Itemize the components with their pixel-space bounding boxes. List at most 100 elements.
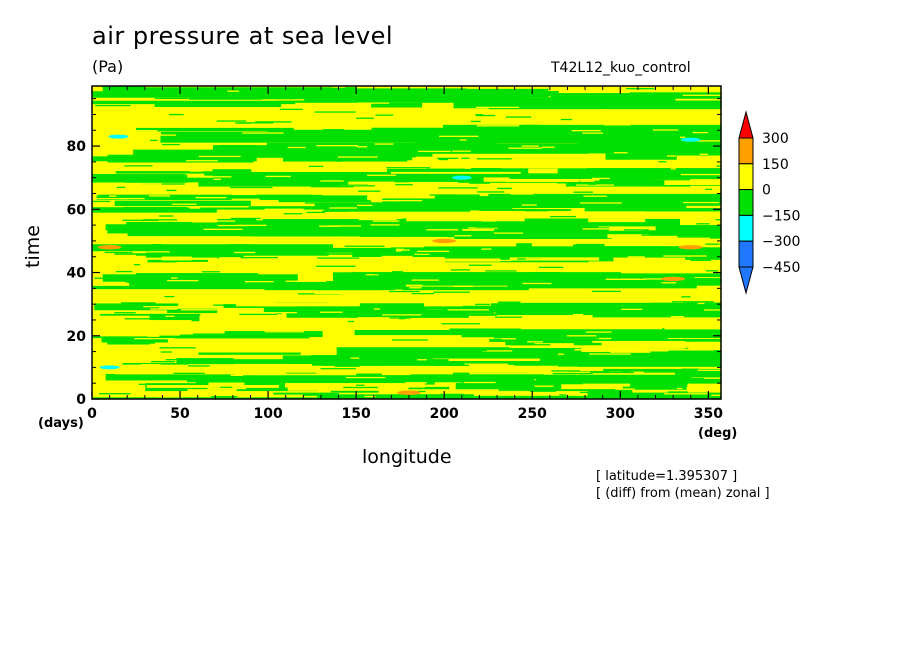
field-streak — [159, 347, 196, 349]
field-streak — [429, 194, 456, 196]
field-streak — [104, 251, 133, 254]
field-streak — [593, 188, 625, 190]
field-streak — [264, 208, 304, 210]
y-tick-label: 40 — [67, 266, 87, 282]
field-streak — [367, 174, 396, 176]
field-streak — [603, 124, 631, 126]
field-streak — [551, 370, 581, 372]
field-streak — [674, 152, 687, 154]
field-streak — [405, 382, 428, 384]
field-streak — [337, 298, 356, 300]
field-streak — [485, 146, 492, 148]
field-streak — [676, 387, 683, 390]
field-streak — [374, 143, 394, 145]
field-streak — [681, 368, 700, 370]
field-streak — [124, 165, 153, 167]
field-cell-positive — [479, 211, 646, 216]
field-streak — [364, 395, 376, 398]
field-cell-positive — [528, 168, 558, 174]
field-streak — [219, 386, 233, 389]
field-streak — [350, 357, 360, 359]
field-streak — [603, 105, 639, 107]
field-cell-positive — [193, 299, 262, 304]
field-streak — [690, 176, 698, 178]
field-streak — [426, 168, 465, 170]
field-cell-negative — [145, 252, 244, 259]
field-cell-negative — [495, 311, 721, 316]
field-cell-negative — [188, 95, 351, 100]
y-tick-label: 20 — [67, 329, 87, 345]
field-streak — [438, 158, 449, 161]
field-cell-positive — [273, 114, 359, 119]
field-streak — [92, 200, 111, 203]
field-cell-high — [432, 238, 457, 244]
field-cell-negative — [594, 135, 721, 142]
field-streak — [349, 248, 358, 251]
field-streak — [426, 229, 459, 231]
field-streak — [591, 290, 621, 293]
field-streak — [188, 365, 210, 367]
field-streak — [571, 130, 601, 132]
field-cell-negative — [605, 152, 677, 160]
field-cell-positive — [392, 295, 563, 299]
field-streak — [505, 374, 513, 377]
field-streak — [658, 161, 667, 163]
field-cell-positive — [264, 163, 403, 169]
field-streak — [352, 335, 388, 337]
chart-title: air pressure at sea level — [92, 22, 394, 50]
field-streak — [538, 266, 564, 269]
field-streak — [573, 191, 593, 193]
field-streak — [528, 222, 538, 225]
field-streak — [560, 118, 573, 121]
field-streak — [468, 264, 492, 266]
field-streak — [270, 119, 290, 121]
field-cell-positive — [405, 324, 506, 326]
field-streak — [557, 234, 584, 236]
field-streak — [527, 341, 543, 343]
field-streak — [623, 229, 649, 231]
field-cell-positive — [216, 209, 325, 215]
field-streak — [491, 330, 521, 332]
field-streak — [461, 306, 472, 308]
field-streak — [156, 332, 177, 335]
field-streak — [628, 133, 643, 135]
field-streak — [430, 163, 473, 166]
field-streak — [506, 212, 529, 215]
field-streak — [706, 231, 721, 233]
field-streak — [236, 224, 267, 227]
field-streak — [580, 96, 586, 98]
field-cell-positive — [286, 212, 403, 215]
field-streak — [356, 146, 368, 148]
field-streak — [306, 285, 319, 288]
field-streak — [468, 142, 497, 145]
field-cell-positive — [424, 301, 491, 307]
field-streak — [552, 372, 593, 375]
field-cell-negative — [220, 228, 303, 233]
field-streak — [395, 138, 419, 140]
field-cell-positive — [534, 343, 574, 348]
field-streak — [662, 299, 705, 301]
field-streak — [329, 207, 358, 209]
y-tick-label: 80 — [67, 139, 87, 155]
field-streak — [519, 281, 553, 283]
field-cell-negative — [401, 250, 551, 255]
colorbar-label: 300 — [762, 131, 789, 147]
field-streak — [290, 378, 298, 380]
plot-area — [92, 86, 721, 399]
field-streak — [571, 280, 589, 282]
field-streak — [598, 311, 640, 313]
field-cell-negative — [316, 286, 529, 291]
field-streak — [143, 305, 179, 308]
field-cell-negative — [195, 381, 435, 385]
field-cell-negative — [618, 395, 670, 399]
field-streak — [319, 311, 343, 313]
field-cell-low — [108, 134, 129, 139]
field-streak — [543, 86, 581, 88]
field-streak — [395, 184, 413, 186]
field-streak — [131, 112, 166, 115]
field-streak — [310, 186, 354, 188]
x-axis-unit: (deg) — [698, 426, 738, 441]
field-streak — [338, 393, 377, 395]
field-streak — [656, 101, 689, 103]
field-streak — [289, 269, 298, 271]
